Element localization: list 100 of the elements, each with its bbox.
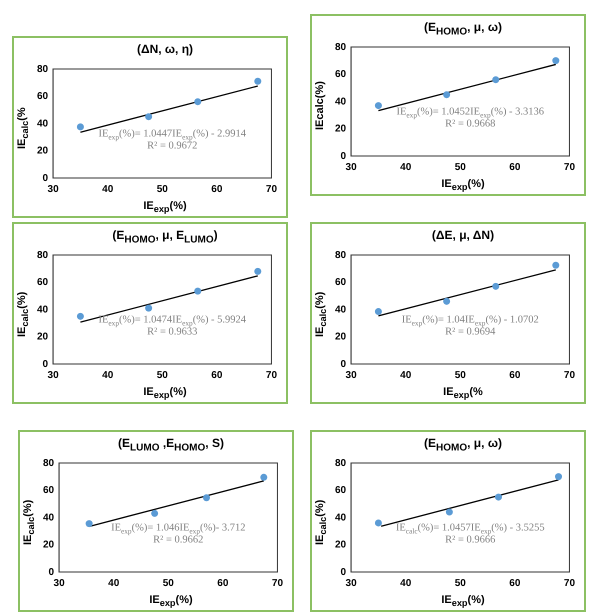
- y-tick-label: 0: [340, 358, 347, 370]
- chart-title: (E$_{LUMO}$ ,E$_{HOMO}$, S): [117, 436, 225, 454]
- x-tick-label: 40: [102, 370, 114, 381]
- y-tick-label: 0: [42, 358, 49, 370]
- chart-title: (E$_{HOMO}$, μ, ω): [423, 436, 503, 454]
- annotation: R² = 0.9672: [147, 140, 198, 152]
- point: [145, 304, 152, 312]
- point: [151, 510, 158, 517]
- y-tick-label: 40: [335, 96, 347, 108]
- x-tick-label: 40: [102, 184, 114, 195]
- x-tick-label: 50: [156, 184, 168, 195]
- chart-title: (E$_{HOMO}$, μ, E$_{LUMO}$): [111, 228, 219, 246]
- x-tick-label: 70: [564, 578, 576, 589]
- x-tick-label: 50: [454, 370, 466, 381]
- y-tick-label: 80: [37, 250, 49, 261]
- point: [494, 494, 502, 501]
- chart-title: (E$_{HOMO}$, μ, ω): [423, 20, 503, 38]
- x-tick-label: 60: [509, 578, 521, 589]
- point: [552, 57, 560, 64]
- point: [443, 298, 450, 305]
- x-tick-label: 40: [400, 578, 412, 589]
- x-axis-title: IE$_{exp}$(%): [440, 178, 486, 192]
- y-tick-label: 60: [43, 485, 55, 496]
- x-tick-label: 70: [266, 370, 278, 381]
- x-tick-label: 60: [211, 184, 223, 195]
- x-tick-label: 30: [54, 578, 66, 589]
- x-tick-label: 60: [509, 370, 521, 381]
- x-tick-label: 40: [108, 578, 120, 589]
- point: [86, 520, 93, 528]
- x-axis-title: IE$_{exp}$(%): [142, 386, 188, 400]
- point: [76, 123, 84, 130]
- point: [374, 102, 382, 110]
- chart-title: (ΔN, ω, η): [136, 42, 194, 56]
- x-tick-label: 40: [400, 370, 412, 381]
- x-tick-label: 30: [346, 162, 358, 173]
- x-axis-title: IE$_{exp}$(%): [142, 200, 188, 214]
- y-tick-label: 60: [335, 277, 347, 288]
- y-tick-label: 60: [335, 69, 347, 80]
- point: [254, 78, 262, 85]
- x-tick-label: 60: [509, 162, 521, 173]
- x-tick-label: 50: [162, 578, 174, 589]
- x-tick-label: 40: [400, 162, 412, 173]
- y-tick-label: 0: [340, 566, 347, 578]
- y-tick-label: 20: [335, 332, 347, 342]
- y-tick-label: 40: [37, 304, 49, 316]
- x-tick-label: 70: [272, 578, 284, 589]
- annotation: R² = 0.9633: [147, 326, 198, 338]
- point: [552, 262, 560, 269]
- point: [374, 519, 382, 526]
- point: [202, 494, 210, 502]
- y-tick-label: 40: [37, 118, 49, 130]
- annotation: R² = 0.9666: [445, 534, 496, 546]
- y-tick-label: 80: [335, 42, 347, 53]
- x-axis-title: IE$_{exp}$(%): [440, 594, 486, 608]
- y-tick-label: 80: [43, 458, 55, 469]
- point: [443, 91, 450, 98]
- point: [194, 98, 202, 106]
- y-tick-label: 20: [335, 540, 347, 550]
- point: [492, 76, 500, 84]
- point: [254, 268, 262, 275]
- point: [76, 312, 84, 320]
- y-tick-label: 20: [37, 146, 49, 156]
- point: [145, 113, 152, 120]
- y-tick-label: 20: [37, 332, 49, 342]
- y-tick-label: 80: [335, 458, 347, 469]
- point: [492, 282, 500, 290]
- y-tick-label: 60: [335, 485, 347, 496]
- x-tick-label: 70: [564, 162, 576, 173]
- point: [374, 308, 382, 316]
- y-tick-label: 20: [335, 124, 347, 134]
- x-tick-label: 70: [564, 370, 576, 381]
- x-tick-label: 50: [156, 370, 168, 381]
- y-tick-label: 0: [42, 172, 49, 184]
- annotation: R² = 0.9694: [445, 326, 496, 338]
- x-tick-label: 50: [454, 578, 466, 589]
- x-tick-label: 50: [454, 162, 466, 173]
- y-tick-label: 40: [335, 512, 347, 524]
- x-tick-label: 30: [48, 184, 60, 195]
- point: [446, 508, 453, 516]
- x-tick-label: 70: [266, 184, 278, 195]
- y-tick-label: 60: [37, 91, 49, 102]
- point: [555, 473, 562, 480]
- x-axis-title: IE$_{exp}$(%): [148, 594, 194, 608]
- x-tick-label: 30: [346, 578, 358, 589]
- y-tick-label: 0: [340, 150, 347, 162]
- y-tick-label: 60: [37, 277, 49, 288]
- x-axis-title: IE$_{exp}$(%: [442, 386, 484, 400]
- y-tick-label: 20: [43, 540, 55, 550]
- x-tick-label: 60: [211, 370, 223, 381]
- x-tick-label: 60: [217, 578, 229, 589]
- annotation: R² = 0.9668: [445, 118, 496, 130]
- y-tick-label: 40: [335, 304, 347, 316]
- y-tick-label: 80: [335, 250, 347, 261]
- y-tick-label: 0: [48, 566, 55, 578]
- chart-title: (ΔE, μ, ΔN): [430, 228, 496, 242]
- y-axis-title: IEcalc(%): [314, 80, 327, 132]
- point: [260, 474, 268, 481]
- y-tick-label: 80: [37, 64, 49, 75]
- point: [194, 288, 202, 295]
- y-tick-label: 40: [43, 512, 55, 524]
